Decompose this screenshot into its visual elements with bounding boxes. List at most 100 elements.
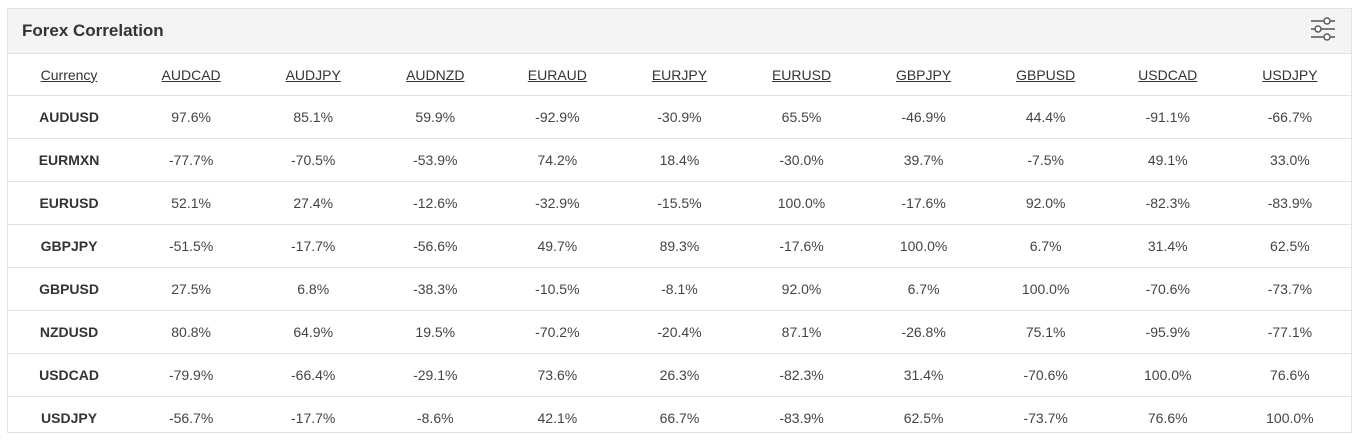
correlation-cell: 49.1% — [1106, 138, 1229, 182]
column-header-label[interactable]: EURUSD — [771, 66, 832, 83]
column-header-label[interactable]: GBPUSD — [1016, 66, 1076, 83]
correlation-cell: -77.7% — [130, 138, 253, 182]
correlation-cell: 87.1% — [740, 310, 863, 354]
table-row: EURUSD 52.1% 27.4% -12.6% -32.9% -15.5% 100.0%… — [8, 181, 1351, 225]
correlation-cell: -77.1% — [1228, 310, 1351, 354]
correlation-cell: 65.5% — [740, 95, 863, 139]
correlation-cell: -17.6% — [740, 224, 863, 268]
row-label-usdcad: USDCAD — [8, 353, 131, 397]
correlation-cell: -17.6% — [862, 181, 985, 225]
correlation-cell: 44.4% — [984, 95, 1107, 139]
correlation-cell: -70.6% — [984, 353, 1107, 397]
correlation-cell: 31.4% — [1106, 224, 1229, 268]
column-header-label[interactable]: GBPJPY — [895, 66, 952, 83]
correlation-cell: 62.5% — [903, 410, 944, 426]
correlation-cell: 76.6% — [1147, 410, 1188, 426]
column-header-audjpy[interactable]: AUDJPY — [252, 54, 375, 96]
column-header-label[interactable]: USDCAD — [1138, 66, 1198, 83]
column-header-usdjpy[interactable]: USDJPY — [1228, 54, 1351, 96]
table-row: AUDUSD 97.6% 85.1% 59.9% -92.9% -30.9% 65.5% -4… — [8, 95, 1351, 139]
widget-title: Forex Correlation — [22, 21, 164, 40]
correlation-cell: -73.7% — [1228, 267, 1351, 311]
correlation-cell: 100.0% — [1106, 353, 1229, 397]
table-row: GBPUSD 27.5% 6.8% -38.3% -10.5% -8.1% 92.0% 6.7… — [8, 267, 1351, 311]
column-header-currency[interactable]: Currency — [8, 54, 131, 96]
correlation-cell: -70.2% — [496, 310, 619, 354]
correlation-cell: 89.3% — [618, 224, 741, 268]
table-header-row: Currency AUDCAD AUDJPY AUDNZD EURAUD EURJPY EU… — [8, 54, 1351, 96]
correlation-cell: 75.1% — [984, 310, 1107, 354]
column-header-label[interactable]: AUDNZD — [406, 66, 465, 83]
correlation-cell: 6.8% — [252, 267, 375, 311]
correlation-cell: 59.9% — [374, 95, 497, 139]
correlation-cell: -92.9% — [496, 95, 619, 139]
correlation-cell: -51.5% — [130, 224, 253, 268]
column-header-eurusd[interactable]: EURUSD — [740, 54, 863, 96]
correlation-cell: 42.1% — [537, 410, 578, 426]
correlation-cell: 6.7% — [862, 267, 985, 311]
column-header-euraud[interactable]: EURAUD — [496, 54, 619, 96]
row-label-usdjpy: USDJPY — [41, 410, 98, 426]
column-header-gbpjpy[interactable]: GBPJPY — [862, 54, 985, 96]
correlation-table: Currency AUDCAD AUDJPY AUDNZD EURAUD EURJPY EU… — [8, 54, 1351, 439]
correlation-cell: -83.9% — [779, 410, 824, 426]
correlation-cell: 31.4% — [862, 353, 985, 397]
correlation-cell: 100.0% — [984, 267, 1107, 311]
correlation-cell: -8.1% — [618, 267, 741, 311]
column-header-eurjpy[interactable]: EURJPY — [618, 54, 741, 96]
correlation-cell: 85.1% — [252, 95, 375, 139]
correlation-cell: 27.5% — [130, 267, 253, 311]
table-row: USDJPY -56.7% -17.7% -8.6% 42.1% 66.7% -83.9% 6… — [8, 397, 1351, 440]
column-header-label[interactable]: USDJPY — [1262, 66, 1318, 83]
correlation-cell: 74.2% — [496, 138, 619, 182]
row-label-audusd: AUDUSD — [8, 95, 131, 139]
correlation-cell: -32.9% — [496, 181, 619, 225]
correlation-cell: -91.1% — [1106, 95, 1229, 139]
table-body: AUDUSD 97.6% 85.1% 59.9% -92.9% -30.9% 65.5% -4… — [8, 95, 1351, 440]
correlation-cell: 66.7% — [659, 410, 700, 426]
correlation-cell: 64.9% — [252, 310, 375, 354]
table-row: USDCAD -79.9% -66.4% -29.1% 73.6% 26.3% -82.3%… — [8, 353, 1351, 397]
column-header-label[interactable]: EURJPY — [651, 66, 708, 83]
correlation-cell: 52.1% — [130, 181, 253, 225]
correlation-cell: -70.5% — [252, 138, 375, 182]
column-header-label[interactable]: AUDCAD — [161, 66, 221, 83]
correlation-cell: -95.9% — [1106, 310, 1229, 354]
correlation-cell: -70.6% — [1106, 267, 1229, 311]
correlation-cell: -30.9% — [618, 95, 741, 139]
correlation-cell: -82.3% — [1106, 181, 1229, 225]
forex-correlation-widget: Forex Correlation Currency AUDCAD AUDJPY AU — [7, 8, 1352, 433]
correlation-cell: -82.3% — [740, 353, 863, 397]
correlation-cell: -66.4% — [252, 353, 375, 397]
correlation-cell: 100.0% — [1266, 410, 1314, 426]
column-header-label[interactable]: AUDJPY — [285, 66, 341, 83]
column-header-usdcad[interactable]: USDCAD — [1106, 54, 1229, 96]
correlation-cell: -20.4% — [618, 310, 741, 354]
column-header-audcad[interactable]: AUDCAD — [130, 54, 253, 96]
correlation-cell: -10.5% — [496, 267, 619, 311]
correlation-cell: -66.7% — [1228, 95, 1351, 139]
correlation-cell: 33.0% — [1228, 138, 1351, 182]
table-row: NZDUSD 80.8% 64.9% 19.5% -70.2% -20.4% 87.1% -2… — [8, 310, 1351, 354]
widget-header: Forex Correlation — [8, 9, 1351, 54]
column-header-gbpusd[interactable]: GBPUSD — [984, 54, 1107, 96]
correlation-cell: 27.4% — [252, 181, 375, 225]
correlation-cell: -46.9% — [862, 95, 985, 139]
row-label-gbpusd: GBPUSD — [8, 267, 131, 311]
correlation-cell: -7.5% — [984, 138, 1107, 182]
correlation-cell: 49.7% — [496, 224, 619, 268]
correlation-cell: 26.3% — [618, 353, 741, 397]
settings-button[interactable] — [1309, 16, 1337, 46]
sliders-icon — [1310, 16, 1336, 46]
correlation-cell: -8.6% — [416, 410, 454, 426]
correlation-cell: -17.7% — [291, 410, 336, 426]
column-header-label[interactable]: EURAUD — [527, 66, 587, 83]
correlation-cell: 73.6% — [496, 353, 619, 397]
correlation-cell: 19.5% — [374, 310, 497, 354]
column-header-label[interactable]: Currency — [40, 66, 98, 83]
correlation-cell: 6.7% — [984, 224, 1107, 268]
correlation-cell: -56.6% — [374, 224, 497, 268]
row-label-eurmxn: EURMXN — [8, 138, 131, 182]
correlation-cell: 18.4% — [618, 138, 741, 182]
column-header-audnzd[interactable]: AUDNZD — [374, 54, 497, 96]
